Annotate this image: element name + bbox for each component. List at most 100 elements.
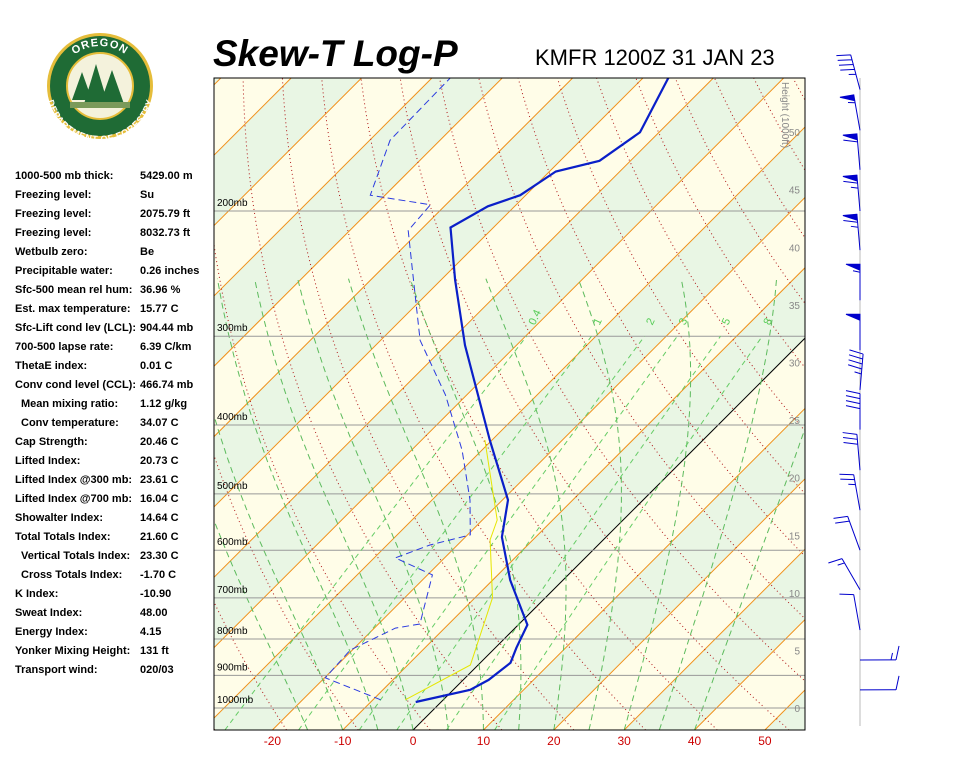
index-value: 0.01 C <box>140 360 173 372</box>
wind-barb <box>839 593 861 631</box>
index-label: Precipitable water: <box>15 265 113 277</box>
wind-barbs <box>828 54 900 691</box>
isotherm <box>214 78 503 367</box>
index-row: Sfc-Lift cond lev (LCL): 904.44 mb <box>15 319 199 338</box>
index-row: Freezing level: 8032.73 ft <box>15 224 199 243</box>
index-row: 700-500 lapse rate: 6.39 C/km <box>15 338 199 357</box>
isotherm <box>553 478 805 730</box>
index-label: Showalter Index: <box>15 512 104 524</box>
dry-adiabat <box>556 78 805 495</box>
index-row: Sfc-500 mean rel hum: 36.96 % <box>15 281 199 300</box>
index-row: Total Totals Index: 21.60 C <box>15 528 199 547</box>
wind-barb <box>833 515 861 551</box>
plot-frame <box>213 77 806 731</box>
index-value: Be <box>140 246 155 258</box>
index-value: 23.61 C <box>140 474 179 486</box>
dry-adiabat <box>360 78 718 730</box>
moist-adiabat <box>694 427 805 730</box>
moist-adiabat <box>214 413 344 730</box>
index-value: 21.60 C <box>140 531 179 543</box>
y-tick-label: 1000mb <box>217 695 254 706</box>
index-label: Freezing level: <box>15 208 92 220</box>
y-tick-label: 300mb <box>217 323 248 334</box>
moist-adiabat <box>658 278 778 730</box>
y2-tick-label: 25 <box>789 416 801 427</box>
wind-barb <box>842 432 861 471</box>
index-label: Sfc-500 mean rel hum: <box>15 284 133 296</box>
wind-barb <box>842 133 861 170</box>
isotherm <box>272 196 805 730</box>
isotherm <box>214 78 433 297</box>
wind-barb <box>836 54 861 90</box>
y2-tick-label: 30 <box>789 359 801 370</box>
isotherm <box>214 78 362 227</box>
y-tick-label: 500mb <box>217 481 248 492</box>
index-value: 34.07 C <box>140 417 179 429</box>
index-row: ThetaE index: 0.01 C <box>15 357 199 376</box>
index-value: 23.30 C <box>140 550 179 562</box>
mixing-ratio-label: 3 <box>677 316 690 327</box>
index-value: 904.44 mb <box>140 322 194 334</box>
x-ticks: -30 -20 -10 0 10 20 30 40 50 <box>264 734 772 748</box>
x-tick-label: 20 <box>547 734 561 748</box>
index-value: 48.00 <box>140 607 168 619</box>
index-value: 8032.73 ft <box>140 227 191 239</box>
index-label: Conv temperature: <box>21 417 119 429</box>
index-row: K Index: -10.90 <box>15 585 199 604</box>
index-label: Sweat Index: <box>15 607 83 619</box>
dry-adiabat <box>439 78 805 682</box>
isotherm <box>623 548 805 730</box>
mixing-ratio-label: 1 <box>591 316 604 327</box>
index-label: ThetaE index: <box>15 360 88 372</box>
index-label: Cap Strength: <box>15 436 88 448</box>
dry-adiabat <box>517 78 805 557</box>
wind-barb <box>859 645 900 661</box>
moist-adiabat <box>297 278 449 730</box>
mixing-ratio-label: 8 <box>761 316 774 327</box>
dry-adiabat <box>792 78 805 102</box>
y2-tick-label: 10 <box>789 589 801 600</box>
moist-adiabat <box>485 278 567 730</box>
index-row: Showalter Index: 14.64 C <box>15 509 199 528</box>
index-row: Conv cond level (CCL): 466.74 mb <box>15 376 199 395</box>
moist-adiabat <box>577 278 622 730</box>
index-label: Freezing level: <box>15 227 92 239</box>
index-label: Transport wind: <box>15 664 98 676</box>
x-tick-label: 10 <box>477 734 491 748</box>
wind-barb <box>845 313 861 351</box>
isotherm <box>214 126 805 719</box>
band <box>214 78 805 719</box>
index-row: Energy Index: 4.15 <box>15 623 199 642</box>
dry-adiabat <box>911 78 960 730</box>
index-row: Cap Strength: 20.46 C <box>15 433 199 452</box>
isotherm <box>214 78 785 649</box>
index-row: Yonker Mixing Height: 131 ft <box>15 642 199 661</box>
y2-tick-label: 15 <box>789 531 801 542</box>
mixing-ratio-label: 2 <box>644 316 657 327</box>
index-label: Freezing level: <box>15 189 92 201</box>
index-value: -1.70 C <box>140 569 177 581</box>
index-value: 20.46 C <box>140 436 179 448</box>
moist-adiabat <box>623 278 692 730</box>
isotherm <box>342 267 805 730</box>
index-row: Lifted Index @700 mb: 16.04 C <box>15 490 199 509</box>
y-tick-label: 400mb <box>217 412 248 423</box>
y2-tick-label: 5 <box>794 647 800 658</box>
y-tick-label: 200mb <box>217 198 248 209</box>
isotherm <box>412 337 805 730</box>
dry-adiabat <box>950 78 960 730</box>
isotherm <box>694 618 805 730</box>
wind-barb <box>845 390 861 430</box>
wind-barb <box>839 473 861 511</box>
y-tick-label: 600mb <box>217 537 248 548</box>
y2-tick-label: 35 <box>789 301 801 312</box>
index-row: Conv temperature: 34.07 C <box>15 414 199 433</box>
index-row: 1000-500 mb thick: 5429.00 m <box>15 167 199 186</box>
index-value: 020/03 <box>140 664 174 676</box>
index-value: 1.12 g/kg <box>140 398 188 410</box>
wind-barb <box>845 263 861 301</box>
index-value: 6.39 C/km <box>140 341 192 353</box>
index-label: 700-500 lapse rate: <box>15 341 114 353</box>
